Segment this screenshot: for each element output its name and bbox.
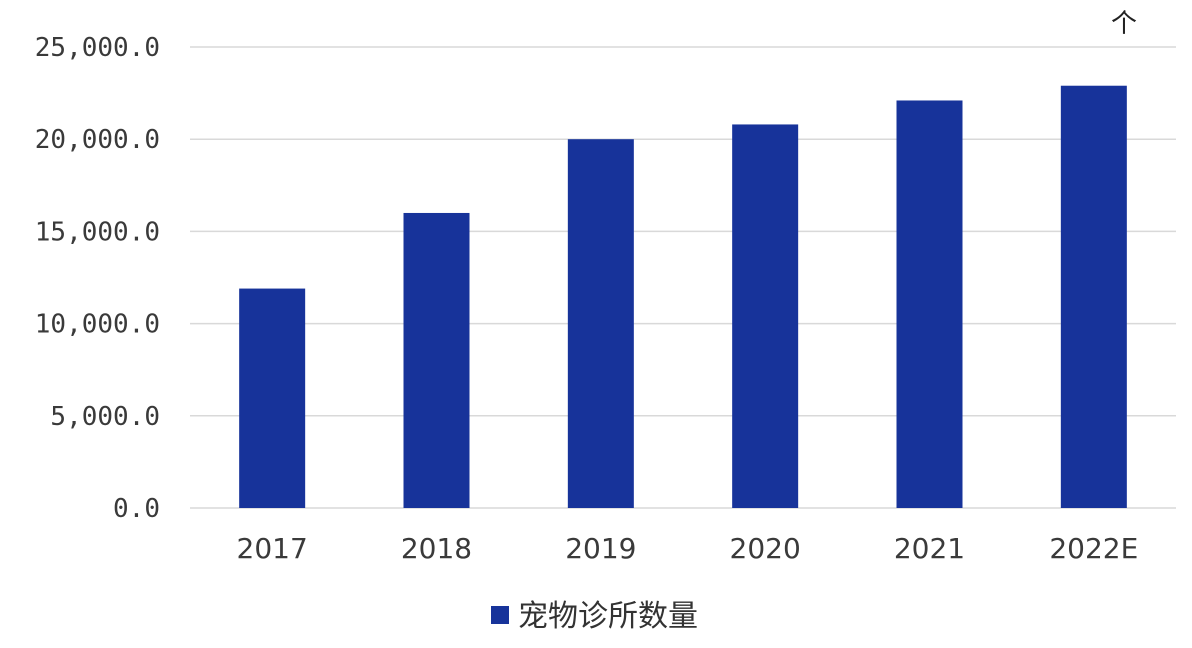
x-tick-label: 2020 xyxy=(730,532,801,565)
bars xyxy=(239,85,1127,508)
bar-2018 xyxy=(403,212,470,508)
unit-label: 个 xyxy=(1111,9,1137,39)
y-axis-ticks: 0.0 5,000.0 10,000.0 15,000.0 20,000.0 25,000… xyxy=(35,33,160,524)
y-tick-label: 20,000.0 xyxy=(35,125,160,155)
gridlines xyxy=(190,46,1176,509)
y-tick-label: 10,000.0 xyxy=(35,310,160,340)
x-tick-label: 2018 xyxy=(401,532,472,565)
x-tick-label: 2022E xyxy=(1049,532,1138,565)
x-axis-ticks: 2017 2018 2019 2020 2021 2022E xyxy=(237,532,1139,565)
x-tick-label: 2021 xyxy=(894,532,965,565)
y-tick-label: 25,000.0 xyxy=(35,33,160,63)
y-tick-label: 5,000.0 xyxy=(50,402,160,432)
y-tick-label: 0.0 xyxy=(113,494,160,524)
y-tick-label: 15,000.0 xyxy=(35,217,160,247)
bar-2020 xyxy=(732,124,799,508)
legend-label: 宠物诊所数量 xyxy=(518,599,698,634)
x-tick-label: 2017 xyxy=(237,532,308,565)
bar-2017 xyxy=(239,288,306,508)
bar-2019 xyxy=(567,139,634,508)
bar-2022E xyxy=(1060,85,1127,508)
legend-swatch xyxy=(491,606,509,624)
legend: 宠物诊所数量 xyxy=(491,599,698,634)
bar-2021 xyxy=(896,100,963,508)
x-tick-label: 2019 xyxy=(565,532,636,565)
